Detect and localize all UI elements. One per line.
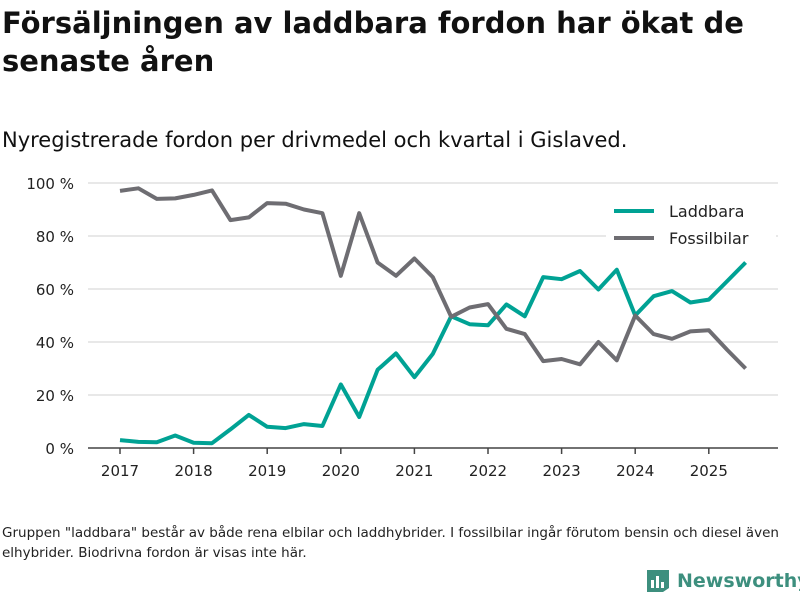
series-line-fossilbilar <box>119 186 748 370</box>
x-tick-label: 2025 <box>690 462 728 480</box>
x-tick-label: 2023 <box>543 462 581 480</box>
y-tick-label: 0 % <box>45 440 74 458</box>
y-tick-label: 80 % <box>36 228 74 246</box>
x-tick-label: 2017 <box>101 462 139 480</box>
brand-name: Newsworthy <box>677 570 800 592</box>
series-line-laddbara <box>119 261 748 446</box>
x-tick-label: 2020 <box>322 462 360 480</box>
x-tick-label: 2024 <box>616 462 654 480</box>
legend-label: Fossilbilar <box>669 229 749 248</box>
brand-logo: Newsworthy <box>645 568 800 594</box>
y-tick-label: 60 % <box>36 281 74 299</box>
legend-background <box>606 196 776 256</box>
x-tick-label: 2018 <box>175 462 213 480</box>
x-tick-label: 2019 <box>248 462 286 480</box>
legend-label: Laddbara <box>669 202 744 221</box>
y-tick-label: 20 % <box>36 387 74 405</box>
y-tick-label: 100 % <box>26 175 74 193</box>
y-tick-label: 40 % <box>36 334 74 352</box>
footnote: Gruppen "laddbara" består av både rena e… <box>2 525 779 561</box>
bar-chart-icon <box>647 570 669 592</box>
x-tick-label: 2021 <box>395 462 433 480</box>
chart-title: Försäljningen av laddbara fordon har öka… <box>2 6 744 78</box>
x-tick-label: 2022 <box>469 462 507 480</box>
chart-subtitle: Nyregistrerade fordon per drivmedel och … <box>2 128 628 152</box>
